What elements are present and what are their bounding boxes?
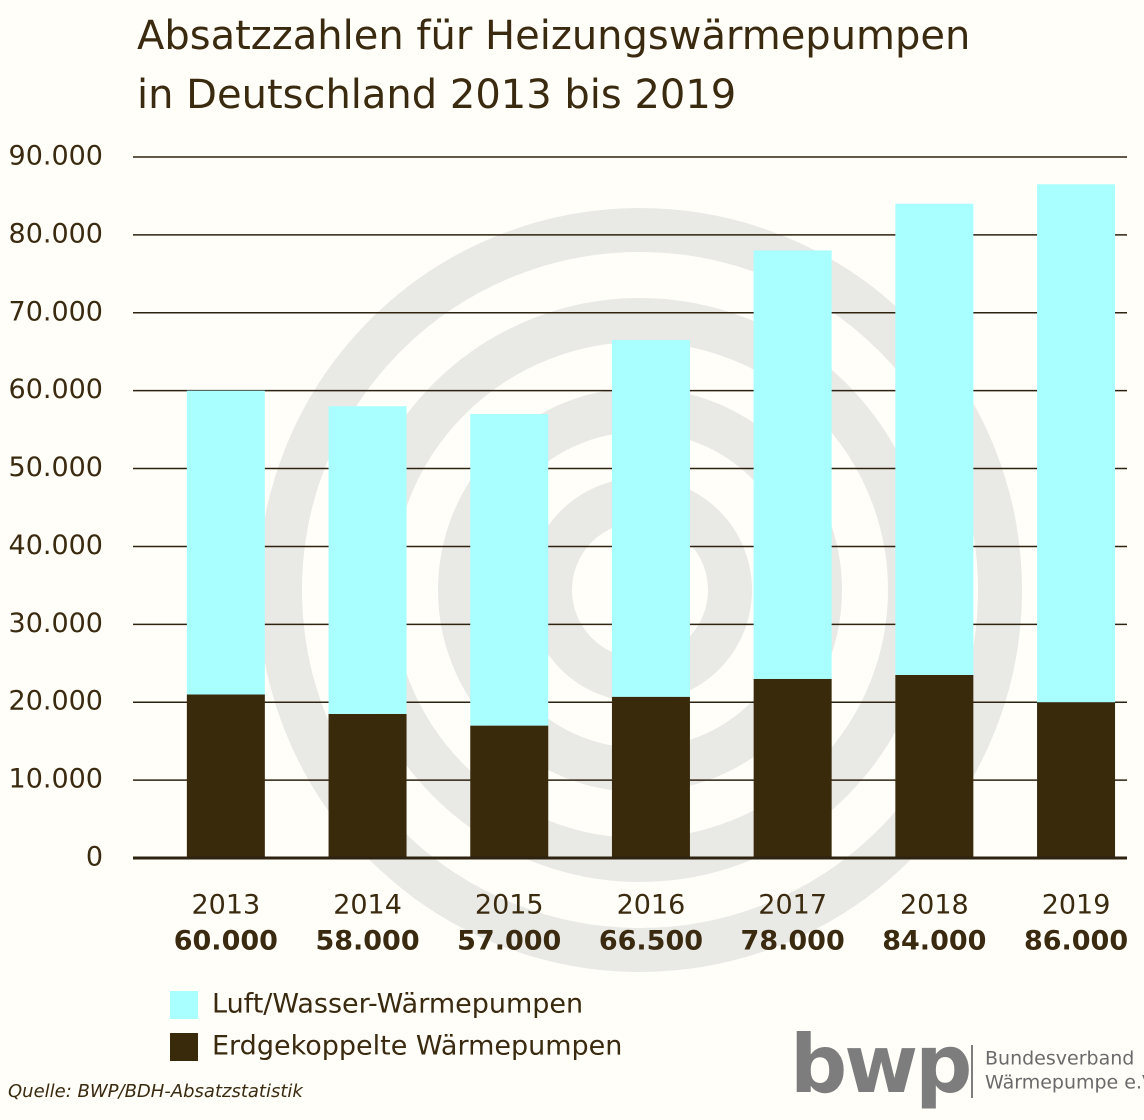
logo-text: Bundesverband [985,1048,1134,1070]
bar-segment [611,696,690,858]
legend-swatch [170,991,198,1019]
x-tick-label: 2018 [900,890,969,921]
y-tick-label: 30.000 [9,608,103,639]
bar-segment [186,694,265,858]
y-tick-label: 60.000 [9,374,103,405]
bar-segment [328,406,407,714]
bar-segment [753,678,832,858]
bar-segment [186,390,265,695]
x-tick-label: 2013 [191,890,260,921]
y-tick-label: 0 [86,842,103,873]
y-tick-label: 40.000 [9,530,103,561]
x-tick-label: 2016 [617,890,686,921]
x-tick-label: 2014 [333,890,402,921]
total-label: 66.500 [599,926,703,957]
x-tick-label: 2015 [475,890,544,921]
legend-swatch [170,1033,198,1061]
y-tick-label: 20.000 [9,686,103,717]
bar-segment [470,725,549,858]
logo-mark: bwp [790,1018,969,1111]
y-tick-label: 80.000 [9,218,103,249]
y-tick-label: 90.000 [9,141,103,172]
total-label: 84.000 [882,926,986,957]
bar-segment [895,674,974,858]
total-label: 78.000 [741,926,845,957]
bar-segment [1037,702,1116,858]
x-tick-label: 2019 [1042,890,1111,921]
y-tick-label: 10.000 [9,764,103,795]
x-tick-label: 2017 [758,890,827,921]
total-label: 57.000 [457,926,561,957]
total-label: 86.000 [1024,926,1128,957]
bar-segment [895,203,974,675]
bar-segment [611,340,690,697]
legend-label: Erdgekoppelte Wärmepumpen [212,1031,622,1062]
chart-title: Absatzzahlen für Heizungswärmepumpen [137,13,970,59]
total-label: 60.000 [174,926,278,957]
chart-title: in Deutschland 2013 bis 2019 [137,72,736,118]
y-tick-label: 50.000 [9,452,103,483]
total-label: 58.000 [315,926,419,957]
legend-label: Luft/Wasser-Wärmepumpen [212,989,583,1020]
bar-segment [1037,184,1116,703]
bar-segment [753,250,832,679]
y-tick-label: 70.000 [9,296,103,327]
bar-segment [328,713,407,858]
logo-text: Wärmepumpe e.V. [985,1072,1144,1094]
bar-segment [470,414,549,726]
source: Quelle: BWP/BDH-Absatzstatistik [8,1081,304,1102]
